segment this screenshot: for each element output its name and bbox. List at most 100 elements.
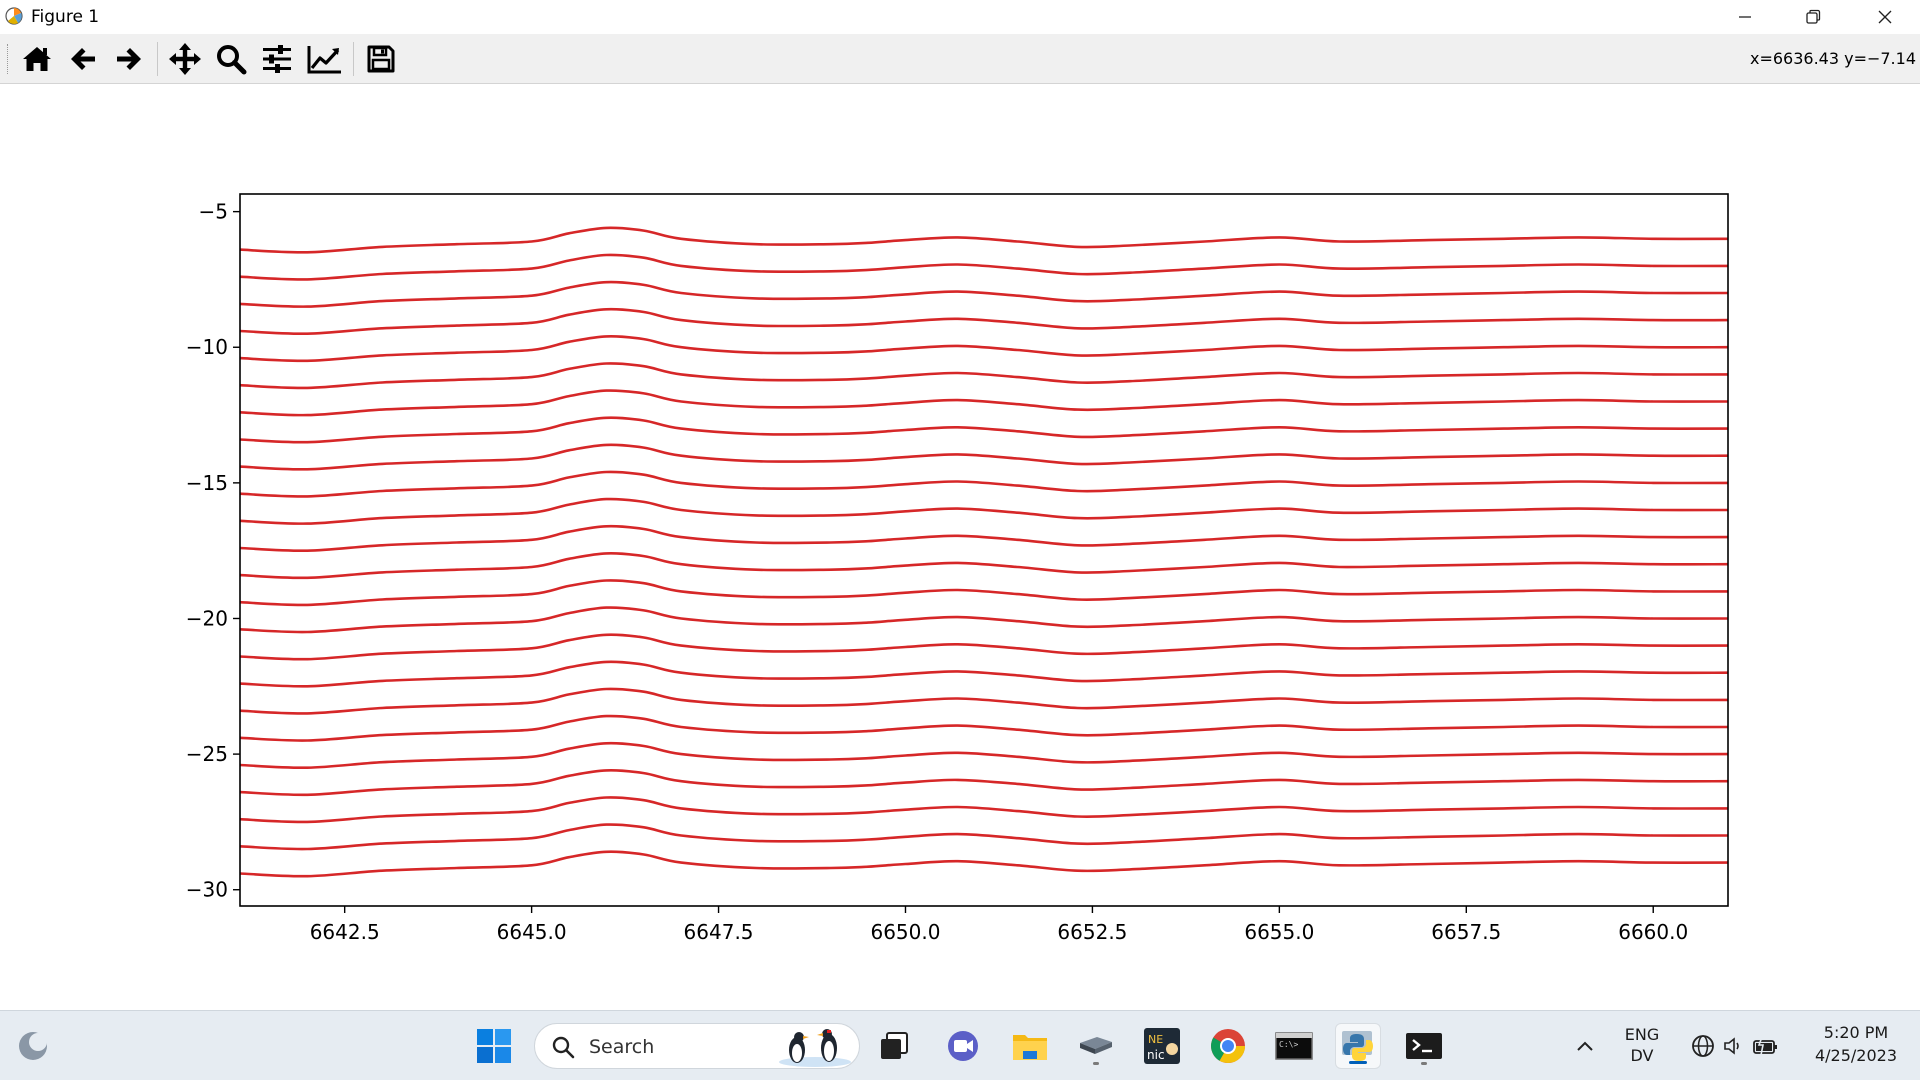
series-line-16: [239, 633, 1729, 661]
clock-time: 5:20 PM: [1823, 1023, 1889, 1042]
task-view-icon: [881, 1032, 908, 1059]
penguins-highlight-icon: [779, 1029, 851, 1067]
navigation-toolbar: x=6636.43 y=−7.14: [0, 34, 1920, 84]
restore-button[interactable]: [1778, 0, 1848, 34]
y-tick-label: −25: [186, 742, 228, 766]
minimize-button[interactable]: [1710, 0, 1780, 34]
network-globe-icon: [1692, 1035, 1714, 1057]
axes-frame: [239, 193, 1729, 907]
series-line-3: [239, 280, 1729, 308]
line-chart-icon: [307, 46, 341, 74]
toolbar-separator: [157, 42, 158, 76]
series-line-7: [239, 389, 1729, 417]
line-chart[interactable]: 6642.5 6645.0 6647.5 6650.0 6652.5 6655.0 6657…: [0, 85, 1920, 1010]
zoom-button[interactable]: [212, 41, 250, 77]
series-line-23: [239, 823, 1729, 851]
back-button[interactable]: [64, 41, 102, 77]
y-tick-label: −15: [186, 471, 228, 495]
home-icon: [23, 47, 51, 71]
arrow-left-icon: [71, 48, 95, 70]
series-line-19: [239, 714, 1729, 742]
device-icon: [1080, 1037, 1112, 1054]
nic-icon: NE nic: [1144, 1028, 1180, 1064]
series-line-22: [239, 796, 1729, 824]
folder-icon: [1013, 1035, 1047, 1060]
volume-icon: [1724, 1037, 1739, 1055]
series-line-11: [239, 497, 1729, 525]
series-layer: [239, 226, 1729, 878]
clock-date: 4/25/2023: [1814, 1046, 1898, 1065]
powershell-icon: [1406, 1033, 1442, 1059]
y-tick-label: −30: [186, 878, 228, 902]
y-tick-label: −5: [199, 200, 228, 224]
forward-button[interactable]: [110, 41, 148, 77]
subplots-button[interactable]: [258, 41, 296, 77]
close-button[interactable]: [1850, 0, 1920, 34]
taskbar-app-teams[interactable]: [940, 1023, 986, 1069]
magnifier-icon: [217, 45, 247, 75]
series-line-14: [239, 579, 1729, 607]
x-tick-label: 6652.5: [1057, 920, 1127, 944]
floppy-disk-icon: [367, 45, 395, 73]
save-button[interactable]: [362, 41, 400, 77]
taskbar-app-terminal[interactable]: C:\>: [1271, 1023, 1317, 1069]
series-line-17: [239, 660, 1729, 688]
taskbar-app-nic[interactable]: NE nic: [1139, 1023, 1185, 1069]
console-icon: C:\>: [1275, 1032, 1313, 1060]
taskbar-app-chrome[interactable]: [1205, 1023, 1251, 1069]
taskbar-app-task-view[interactable]: [871, 1023, 917, 1069]
svg-text:nic: nic: [1147, 1048, 1165, 1062]
figure-canvas[interactable]: 6642.5 6645.0 6647.5 6650.0 6652.5 6655.0 6657…: [0, 85, 1920, 1010]
minimize-icon: [1739, 16, 1751, 18]
series-line-18: [239, 687, 1729, 715]
x-tick-label: 6642.5: [310, 920, 380, 944]
chrome-icon: [1211, 1029, 1245, 1063]
widgets-button[interactable]: [10, 1023, 56, 1069]
edit-axis-button[interactable]: [306, 41, 344, 77]
taskbar-app-python[interactable]: [1335, 1023, 1381, 1069]
series-line-9: [239, 443, 1729, 471]
series-line-6: [239, 362, 1729, 390]
series-line-10: [239, 470, 1729, 498]
language-code: ENG: [1624, 1025, 1660, 1044]
clock[interactable]: 5:20 PM 4/25/2023: [1796, 1023, 1916, 1065]
arrow-right-icon: [117, 48, 141, 70]
battery-charging-icon: [1753, 1036, 1777, 1056]
pan-button[interactable]: [166, 41, 204, 77]
taskbar: Search: [0, 1010, 1920, 1080]
x-axis: 6642.5 6645.0 6647.5 6650.0 6652.5 6655.0 6657…: [310, 906, 1688, 944]
series-line-12: [239, 524, 1729, 553]
matplotlib-app-icon: [5, 7, 23, 25]
svg-text:C:\>: C:\>: [1279, 1040, 1298, 1049]
python-icon: [1342, 1031, 1373, 1061]
taskbar-app-file-explorer[interactable]: [1007, 1023, 1053, 1069]
active-indicator: [1349, 1061, 1367, 1064]
close-icon: [1878, 10, 1892, 24]
series-line-20: [239, 741, 1729, 770]
running-indicator: [1093, 1062, 1099, 1065]
start-button[interactable]: [471, 1023, 517, 1069]
x-tick-label: 6645.0: [497, 920, 567, 944]
y-axis: −5 −10 −15 −20 −25 −30: [186, 200, 240, 902]
cursor-coordinates: x=6636.43 y=−7.14: [1749, 49, 1916, 68]
search-icon: [552, 1036, 575, 1059]
series-line-24: [239, 850, 1729, 878]
series-line-1: [239, 226, 1729, 254]
y-tick-label: −10: [186, 335, 228, 359]
series-line-5: [239, 334, 1729, 363]
toolbar-grip[interactable]: [7, 44, 10, 74]
taskbar-app-powershell[interactable]: [1401, 1023, 1447, 1069]
series-line-15: [239, 606, 1729, 634]
taskbar-app-generic[interactable]: [1073, 1023, 1119, 1069]
language-indicator[interactable]: ENG DV: [1612, 1025, 1672, 1065]
series-line-8: [239, 416, 1729, 444]
system-tray-status[interactable]: [1680, 1023, 1790, 1069]
taskbar-search[interactable]: Search: [534, 1023, 860, 1069]
x-tick-label: 6657.5: [1431, 920, 1501, 944]
show-hidden-icons-button[interactable]: [1562, 1023, 1608, 1069]
chevron-up-icon: [1577, 1041, 1593, 1051]
series-line-21: [239, 768, 1729, 797]
title-bar: Figure 1: [0, 0, 1920, 34]
home-button[interactable]: [18, 41, 56, 77]
svg-text:NE: NE: [1148, 1033, 1163, 1046]
